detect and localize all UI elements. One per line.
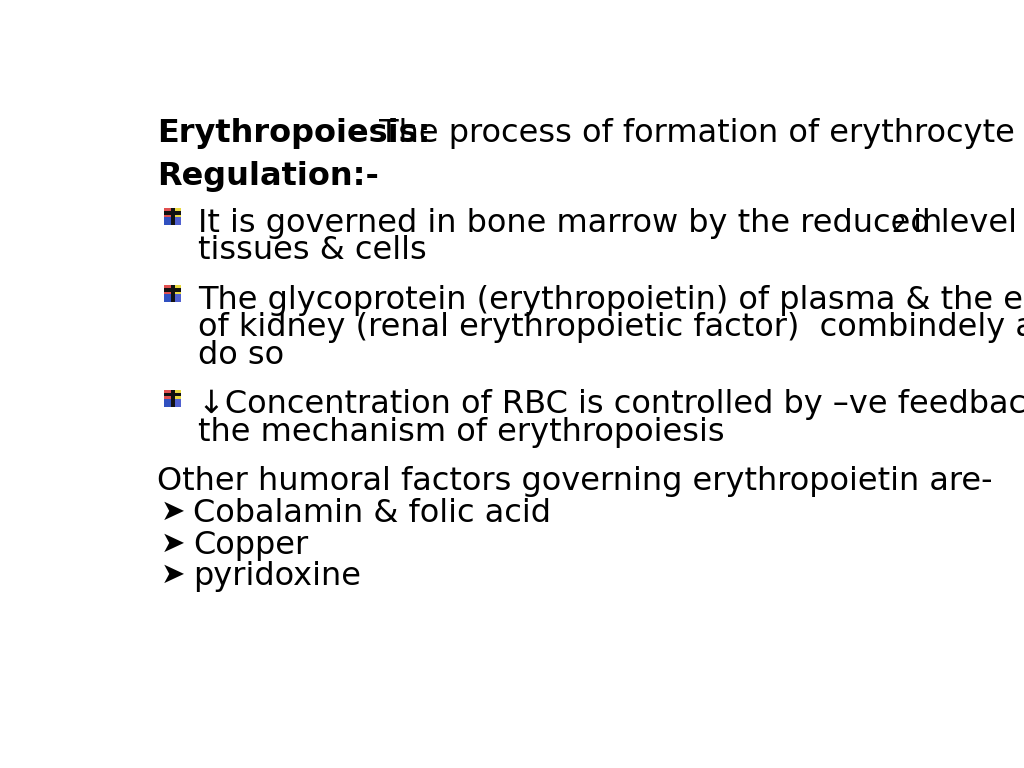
Text: ➤: ➤	[161, 498, 185, 526]
Text: tissues & cells: tissues & cells	[198, 235, 427, 266]
Bar	[165, 392, 181, 396]
Bar	[165, 390, 173, 399]
Bar	[165, 294, 173, 303]
Bar	[171, 390, 175, 407]
Text: of kidney (renal erythropoietic factor)  combindely act to: of kidney (renal erythropoietic factor) …	[198, 313, 1024, 343]
Bar	[171, 286, 175, 303]
Text: pyridoxine: pyridoxine	[194, 561, 361, 592]
Text: The glycoprotein (erythropoietin) of plasma & the enzyme: The glycoprotein (erythropoietin) of pla…	[198, 285, 1024, 316]
Bar	[171, 208, 175, 225]
Bar	[173, 294, 181, 303]
Text: Copper: Copper	[194, 529, 308, 561]
Bar	[165, 210, 181, 214]
Text: Cobalamin & folic acid: Cobalamin & folic acid	[194, 498, 551, 529]
Text: ↓Concentration of RBC is controlled by –ve feedback for: ↓Concentration of RBC is controlled by –…	[198, 389, 1024, 420]
Bar	[173, 390, 181, 399]
Text: 2: 2	[892, 214, 906, 237]
Bar	[165, 208, 173, 217]
Bar	[173, 286, 181, 294]
Bar	[165, 399, 173, 407]
Text: the mechanism of erythropoiesis: the mechanism of erythropoiesis	[198, 417, 724, 448]
Bar	[173, 217, 181, 225]
Text: The process of formation of erythrocyte: The process of formation of erythrocyte	[370, 118, 1015, 148]
Bar	[165, 286, 173, 294]
Bar	[165, 288, 181, 292]
Text: ➤: ➤	[161, 561, 185, 589]
Bar	[165, 217, 173, 225]
Bar	[173, 399, 181, 407]
Text: in: in	[903, 207, 942, 239]
Text: do so: do so	[198, 340, 284, 371]
Text: It is governed in bone marrow by the reduced level of O: It is governed in bone marrow by the red…	[198, 207, 1024, 239]
Bar	[173, 208, 181, 217]
Text: Other humoral factors governing erythropoietin are-: Other humoral factors governing erythrop…	[158, 466, 993, 498]
Text: Erythropoiesis:: Erythropoiesis:	[158, 118, 431, 148]
Text: ➤: ➤	[161, 529, 185, 558]
Text: Regulation:-: Regulation:-	[158, 161, 379, 192]
